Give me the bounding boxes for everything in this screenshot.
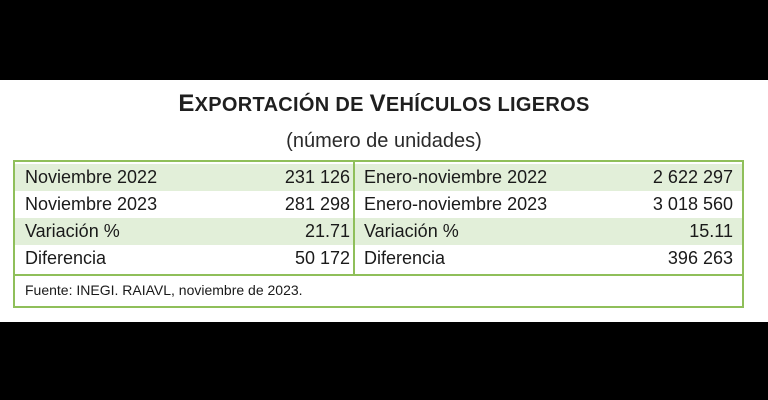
left-value: 50 172 [294, 248, 350, 268]
right-value: 15.11 [689, 221, 733, 241]
document-sheet: EXPORTACIÓN DE VEHÍCULOS LIGEROS (número… [0, 80, 768, 322]
document-title: EXPORTACIÓN DE VEHÍCULOS LIGEROS [0, 90, 768, 118]
right-label: Diferencia [364, 248, 446, 268]
right-value: 3 018 560 [652, 194, 733, 214]
right-label: Enero-noviembre 2023 [364, 194, 548, 214]
document-subtitle: (número de unidades) [286, 130, 482, 152]
left-value: 281 298 [284, 194, 350, 214]
right-value: 2 622 297 [652, 167, 733, 187]
left-label: Noviembre 2022 [25, 167, 158, 187]
left-value: 231 126 [284, 167, 350, 187]
source-note: Fuente: INEGI. RAIAVL, noviembre de 2023… [25, 282, 303, 298]
title-text-2: EHÍCULOS LIGEROS [385, 94, 590, 116]
left-label: Variación % [25, 221, 120, 241]
title-initial-2: V [369, 90, 386, 117]
table-row: Noviembre 2022 231 126 Enero-noviembre 2… [15, 164, 742, 191]
title-initial-1: E [178, 90, 195, 117]
left-value: 21.71 [304, 221, 350, 241]
exports-table: Noviembre 2022 231 126 Enero-noviembre 2… [13, 160, 744, 308]
right-label: Variación % [364, 221, 459, 241]
table-row: Diferencia 50 172 Diferencia 396 263 [15, 245, 742, 272]
left-label: Diferencia [25, 248, 107, 268]
right-label: Enero-noviembre 2022 [364, 167, 548, 187]
column-divider [353, 162, 355, 276]
title-text-1: XPORTACIÓN DE [194, 94, 370, 116]
source-divider [15, 274, 742, 276]
table-row: Noviembre 2023 281 298 Enero-noviembre 2… [15, 191, 742, 218]
table-row: Variación % 21.71 Variación % 15.11 [15, 218, 742, 245]
left-label: Noviembre 2023 [25, 194, 158, 214]
right-value: 396 263 [667, 248, 733, 268]
